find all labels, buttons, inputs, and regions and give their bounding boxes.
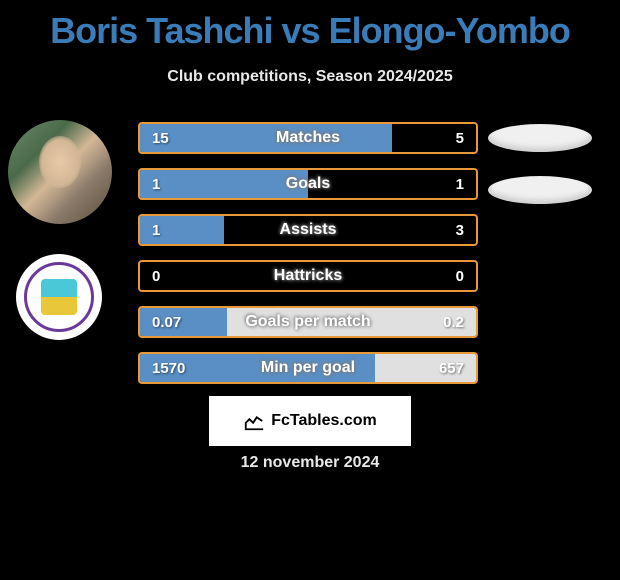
stat-row: 1 Assists 3 — [138, 214, 478, 246]
stat-row: 0.07 Goals per match 0.2 — [138, 306, 478, 338]
decorative-oval — [488, 176, 592, 204]
stat-value-right: 1 — [456, 176, 464, 193]
stats-area: 15 Matches 5 1 Goals 1 1 Assists 3 0 Hattricks 0 0.0… — [138, 122, 478, 398]
stat-label: Goals per match — [245, 313, 370, 331]
stat-bar-left — [140, 170, 308, 198]
chart-icon — [243, 410, 265, 432]
stat-value-left: 0.07 — [152, 314, 181, 331]
stat-row: 1 Goals 1 — [138, 168, 478, 200]
right-ovals-column — [488, 124, 592, 228]
subtitle: Club competitions, Season 2024/2025 — [0, 68, 620, 86]
footer-brand-badge: FcTables.com — [209, 396, 411, 446]
stat-value-left: 1 — [152, 222, 160, 239]
stat-bar-left — [140, 124, 392, 152]
stat-value-right: 5 — [456, 130, 464, 147]
decorative-oval — [488, 124, 592, 152]
page-title: Boris Tashchi vs Elongo-Yombo — [0, 0, 620, 52]
club-badge-shield — [41, 279, 77, 315]
stat-value-right: 0.2 — [443, 314, 464, 331]
stat-value-left: 15 — [152, 130, 169, 147]
stat-row: 0 Hattricks 0 — [138, 260, 478, 292]
footer-brand-text: FcTables.com — [271, 412, 377, 430]
stat-value-right: 0 — [456, 268, 464, 285]
stat-label: Matches — [276, 129, 340, 147]
stat-value-left: 1 — [152, 176, 160, 193]
stat-value-left: 0 — [152, 268, 160, 285]
club-badge — [16, 254, 102, 340]
stat-label: Hattricks — [274, 267, 342, 285]
club-badge-ring — [24, 262, 94, 332]
player-avatar — [8, 120, 112, 224]
left-column — [8, 120, 118, 340]
stat-label: Min per goal — [261, 359, 355, 377]
stat-label: Goals — [286, 175, 330, 193]
stat-value-right: 657 — [439, 360, 464, 377]
stat-label: Assists — [280, 221, 337, 239]
date-text: 12 november 2024 — [241, 454, 380, 472]
stat-value-right: 3 — [456, 222, 464, 239]
stat-value-left: 1570 — [152, 360, 185, 377]
stat-row: 1570 Min per goal 657 — [138, 352, 478, 384]
stat-row: 15 Matches 5 — [138, 122, 478, 154]
infographic-container: Boris Tashchi vs Elongo-Yombo Club compe… — [0, 0, 620, 580]
